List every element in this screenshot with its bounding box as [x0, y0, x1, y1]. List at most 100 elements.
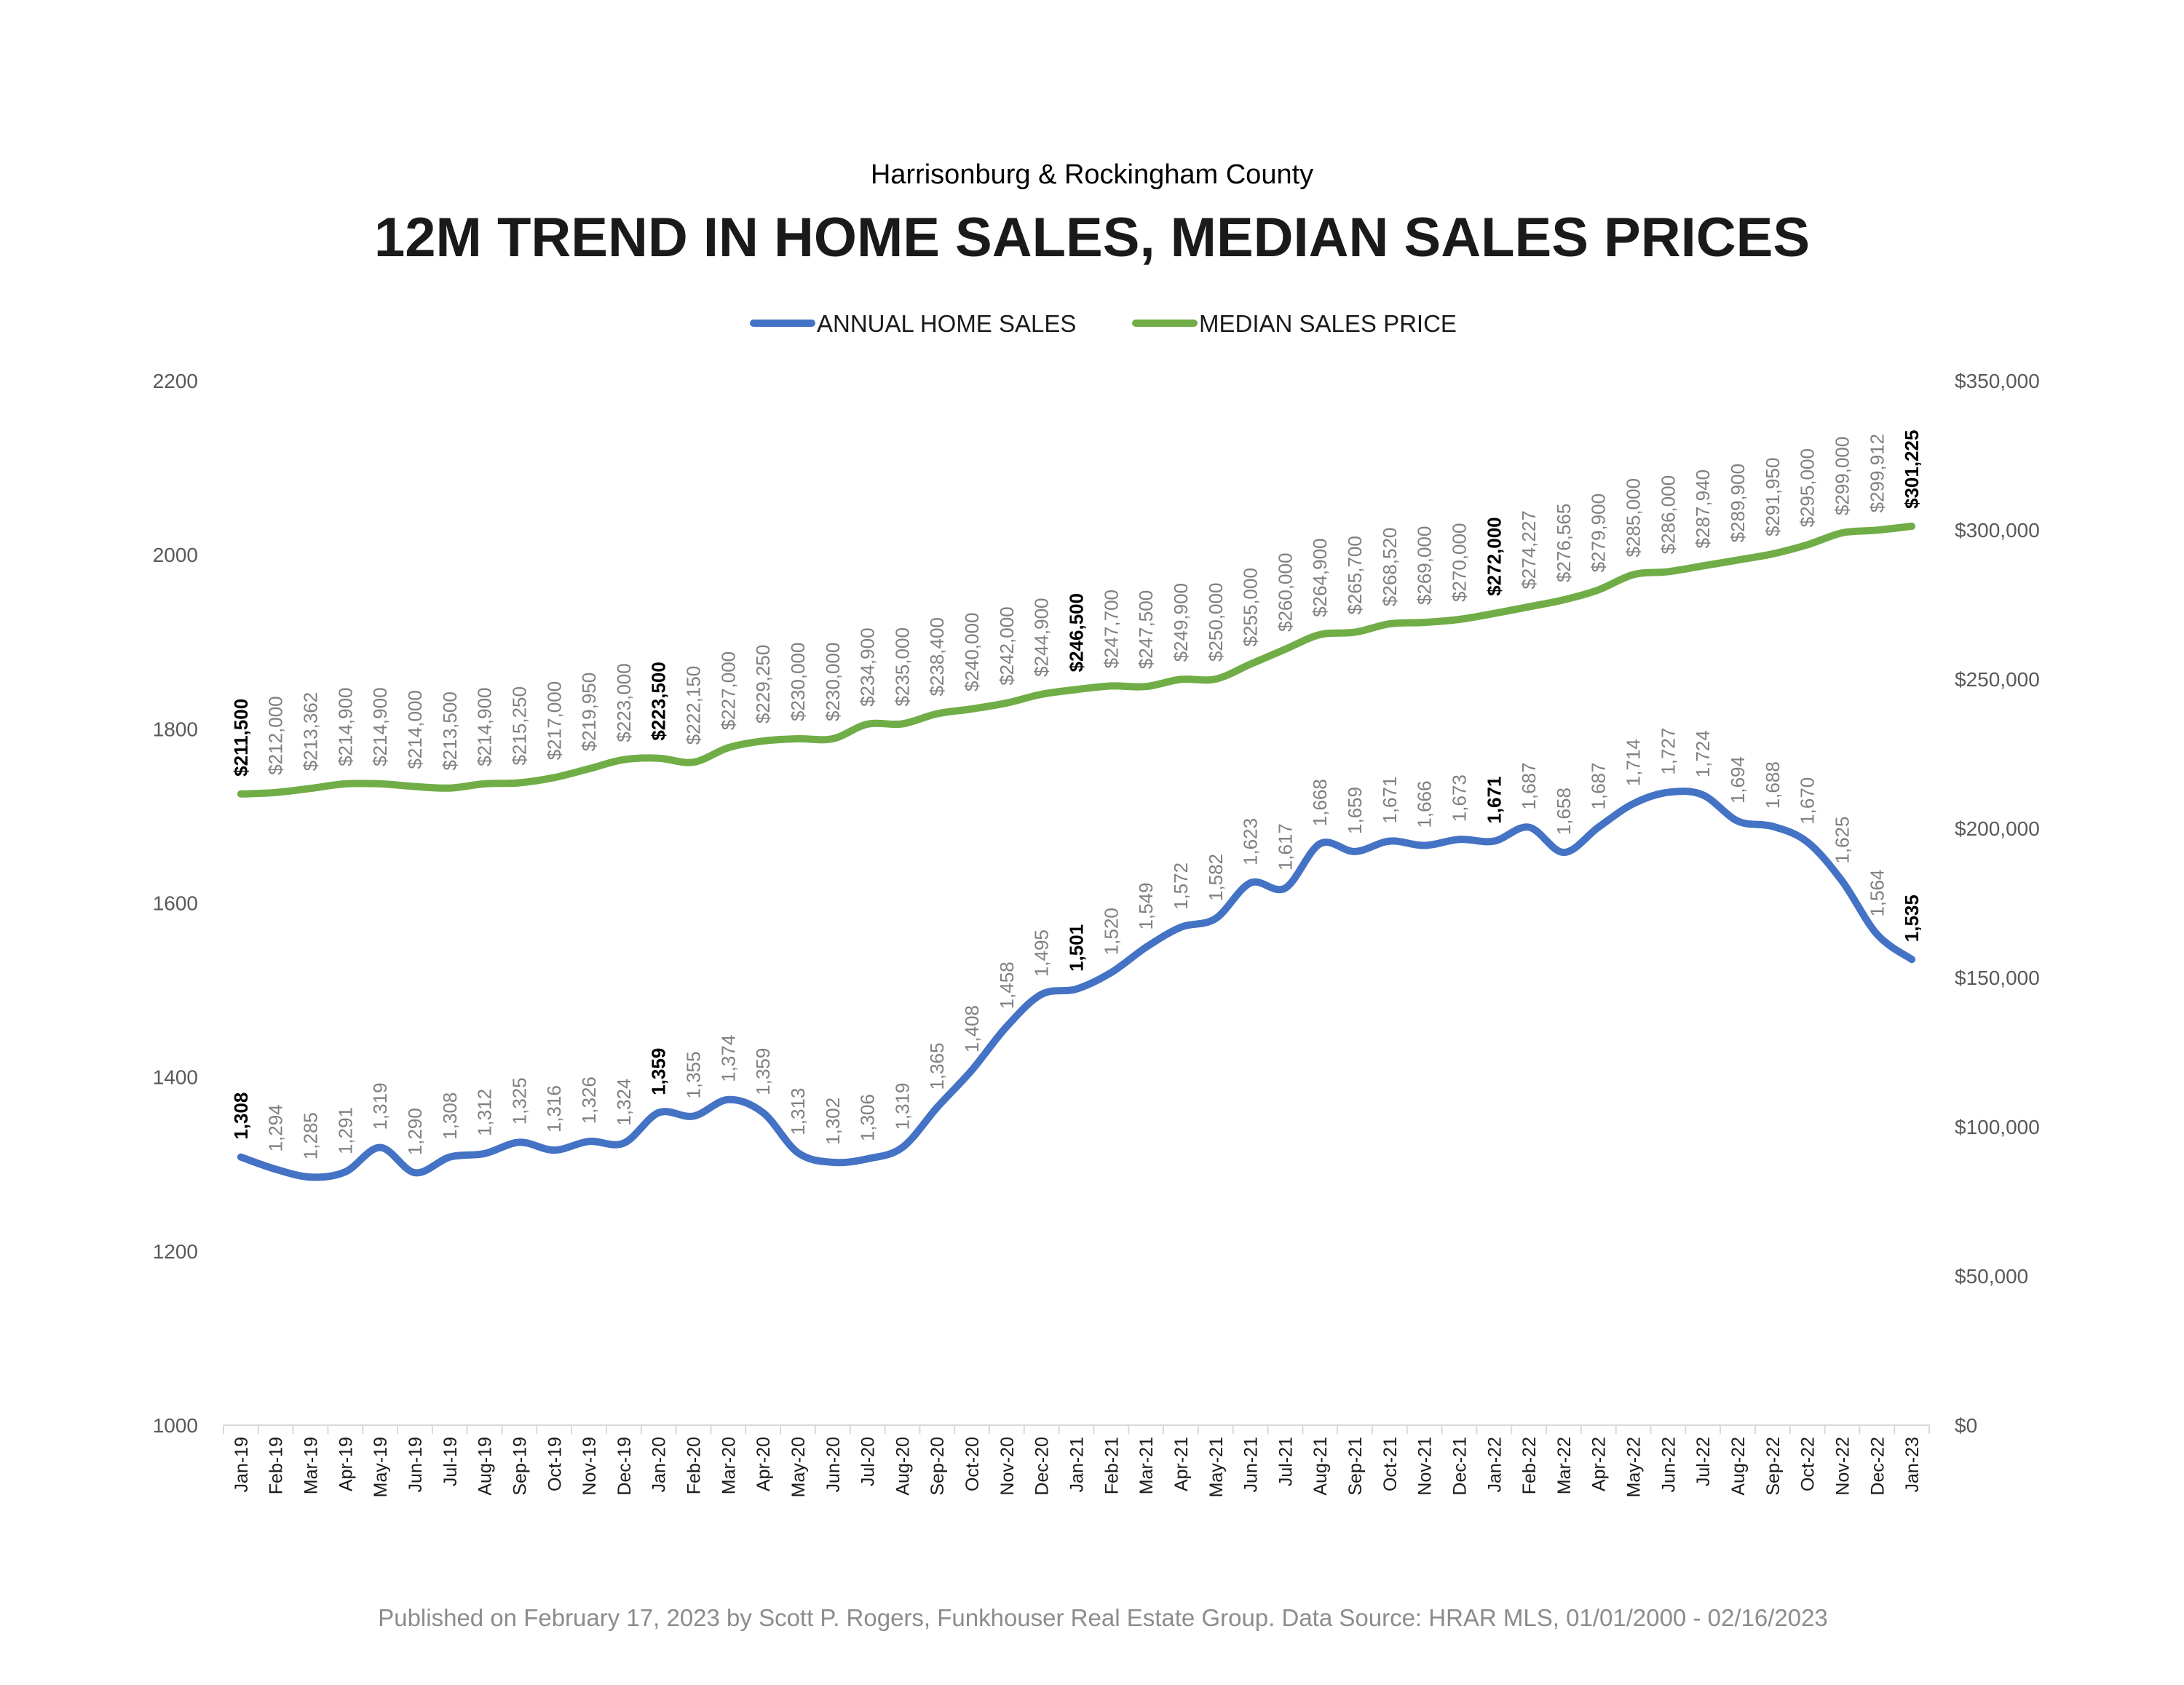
data-label-annual-home-sales: 1,617 — [1274, 823, 1296, 871]
data-label-median-sales-price: $229,250 — [752, 645, 774, 723]
data-label-median-sales-price: $238,400 — [926, 617, 948, 696]
data-labels: 1,308 1,294 1,285 1,291 1,319 1,290 1,308 1,312… — [230, 430, 1923, 1160]
legend-label-median-sales-price: MEDIAN SALES PRICE — [1199, 310, 1457, 337]
x-tick-label: Jul-22 — [1693, 1437, 1714, 1486]
legend: ANNUAL HOME SALES MEDIAN SALES PRICE — [750, 310, 1457, 337]
y-left-tick-label: 1400 — [153, 1066, 198, 1089]
x-tick-label: May-21 — [1206, 1437, 1227, 1497]
x-tick-label: Feb-20 — [684, 1437, 705, 1494]
data-label-annual-home-sales: 1,670 — [1797, 777, 1819, 825]
data-label-median-sales-price: $260,000 — [1274, 553, 1296, 632]
data-label-annual-home-sales: 1,727 — [1657, 728, 1679, 775]
x-tick-label: Dec-20 — [1032, 1437, 1053, 1496]
x-tick-label: Jan-23 — [1902, 1437, 1923, 1492]
y-right-tick-label: $250,000 — [1955, 668, 2040, 691]
data-label-annual-home-sales: 1,294 — [265, 1104, 287, 1151]
chart-subtitle: Harrisonburg & Rockingham County — [871, 159, 1313, 190]
y-left-tick-label: 1000 — [153, 1414, 198, 1437]
x-tick-label: Aug-20 — [893, 1437, 913, 1496]
data-label-annual-home-sales: 1,564 — [1866, 869, 1888, 916]
x-tick-label: Nov-20 — [997, 1437, 1018, 1496]
data-label-median-sales-price: $219,950 — [578, 673, 600, 751]
data-label-median-sales-price: $255,000 — [1240, 568, 1262, 646]
x-axis: Jan-19 Feb-19 Mar-19 Apr-19 May-19 Jun-19 Jul-… — [223, 1425, 1930, 1497]
data-label-median-sales-price: $270,000 — [1448, 523, 1470, 602]
data-label-annual-home-sales: 1,668 — [1309, 779, 1331, 826]
data-label-annual-home-sales: 1,355 — [683, 1051, 705, 1098]
data-label-annual-home-sales: 1,291 — [334, 1107, 356, 1154]
y-left-tick-label: 1600 — [153, 892, 198, 915]
data-label-median-sales-price: $289,900 — [1727, 464, 1749, 542]
data-label-annual-home-sales: 1,285 — [300, 1112, 322, 1159]
data-label-median-sales-price: $217,000 — [543, 681, 565, 760]
data-label-annual-home-sales: 1,316 — [543, 1085, 565, 1133]
data-label-annual-home-sales: 1,308 — [230, 1093, 252, 1140]
x-tick-label: Oct-22 — [1798, 1437, 1819, 1491]
data-label-annual-home-sales: 1,724 — [1692, 730, 1714, 777]
data-label-median-sales-price: $276,565 — [1553, 504, 1575, 582]
data-label-median-sales-price: $242,000 — [996, 606, 1018, 685]
data-label-median-sales-price: $213,362 — [300, 692, 322, 771]
data-label-annual-home-sales: 1,312 — [474, 1089, 496, 1136]
left-axis: 1000 1200 1400 1600 1800 2000 2200 — [153, 370, 198, 1437]
data-label-median-sales-price: $301,225 — [1901, 430, 1923, 509]
data-label-annual-home-sales: 1,687 — [1518, 762, 1540, 809]
x-tick-label: Mar-21 — [1136, 1437, 1157, 1494]
data-label-annual-home-sales: 1,623 — [1240, 818, 1262, 865]
data-label-annual-home-sales: 1,302 — [822, 1098, 844, 1145]
data-label-annual-home-sales: 1,290 — [404, 1108, 426, 1155]
data-label-annual-home-sales: 1,495 — [1031, 929, 1053, 977]
x-tick-label: Sep-20 — [927, 1437, 948, 1496]
data-label-median-sales-price: $223,500 — [648, 662, 670, 740]
y-right-tick-label: $300,000 — [1955, 519, 2040, 542]
x-tick-label: Nov-21 — [1415, 1437, 1436, 1496]
chart-title: 12M TREND IN HOME SALES, MEDIAN SALES PR… — [374, 207, 1810, 269]
data-label-median-sales-price: $235,000 — [891, 627, 913, 706]
x-tick-label: Feb-21 — [1101, 1437, 1122, 1494]
x-tick-label: Oct-20 — [962, 1437, 983, 1491]
legend-label-annual-home-sales: ANNUAL HOME SALES — [817, 310, 1076, 337]
data-label-median-sales-price: $279,900 — [1588, 493, 1610, 572]
data-label-median-sales-price: $249,900 — [1170, 583, 1192, 662]
data-label-median-sales-price: $214,000 — [404, 690, 426, 769]
data-label-annual-home-sales: 1,535 — [1901, 895, 1923, 942]
y-right-tick-label: $200,000 — [1955, 817, 2040, 840]
y-left-tick-label: 1200 — [153, 1240, 198, 1263]
series-line-median-sales-price — [237, 523, 1916, 798]
data-label-annual-home-sales: 1,306 — [857, 1094, 879, 1141]
data-label-median-sales-price: $295,000 — [1797, 448, 1819, 527]
y-left-tick-label: 2000 — [153, 544, 198, 566]
data-label-median-sales-price: $264,900 — [1309, 538, 1331, 616]
data-label-median-sales-price: $265,700 — [1344, 536, 1366, 614]
data-label-median-sales-price: $211,500 — [230, 699, 252, 777]
data-label-median-sales-price: $285,000 — [1623, 478, 1645, 557]
data-label-median-sales-price: $230,000 — [822, 643, 844, 721]
data-label-median-sales-price: $291,950 — [1762, 458, 1784, 536]
data-label-median-sales-price: $247,700 — [1100, 590, 1122, 668]
data-label-annual-home-sales: 1,582 — [1205, 854, 1227, 901]
data-label-annual-home-sales: 1,671 — [1379, 777, 1401, 824]
data-label-annual-home-sales: 1,659 — [1344, 787, 1366, 834]
data-label-annual-home-sales: 1,365 — [926, 1042, 948, 1090]
x-tick-label: Jun-22 — [1658, 1437, 1679, 1492]
data-label-annual-home-sales: 1,572 — [1170, 863, 1192, 910]
x-tick-label: Apr-19 — [336, 1437, 356, 1491]
data-label-median-sales-price: $250,000 — [1205, 583, 1227, 662]
data-label-median-sales-price: $287,940 — [1692, 469, 1714, 548]
data-label-annual-home-sales: 1,658 — [1553, 788, 1575, 835]
data-label-annual-home-sales: 1,671 — [1483, 777, 1505, 824]
x-tick-label: Jun-19 — [405, 1437, 426, 1492]
x-tick-label: Dec-21 — [1449, 1437, 1470, 1496]
x-tick-label: Jan-19 — [232, 1437, 252, 1492]
x-tick-label: Aug-21 — [1310, 1437, 1331, 1496]
data-label-median-sales-price: $240,000 — [961, 613, 983, 691]
x-tick-label: Feb-22 — [1519, 1437, 1540, 1494]
data-label-median-sales-price: $234,900 — [857, 627, 879, 706]
x-tick-label: Dec-22 — [1867, 1437, 1888, 1496]
y-right-tick-label: $100,000 — [1955, 1116, 2040, 1138]
x-tick-label: May-20 — [788, 1437, 809, 1497]
x-tick-label: Dec-19 — [614, 1437, 635, 1496]
x-tick-label: Sep-21 — [1345, 1437, 1366, 1496]
x-tick-label: Feb-19 — [266, 1437, 287, 1494]
data-label-median-sales-price: $222,150 — [683, 666, 705, 745]
